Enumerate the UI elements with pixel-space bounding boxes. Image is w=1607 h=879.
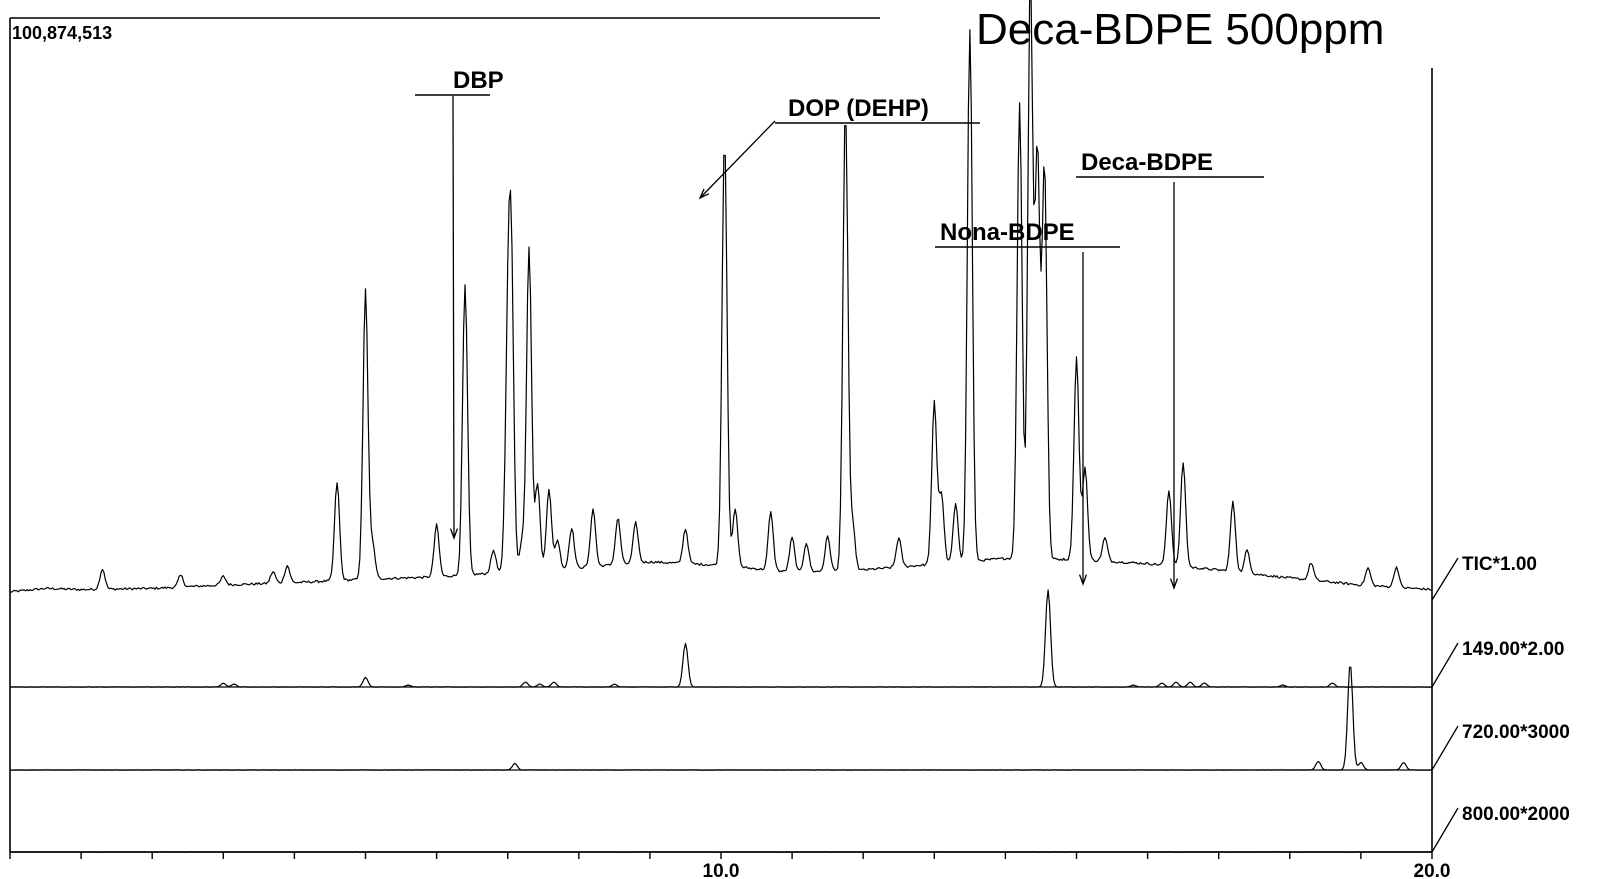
trace-label-connector-0 (1431, 557, 1459, 601)
annotation-arrowhead-1 (698, 188, 710, 200)
max-intensity-label: 100,874,513 (12, 23, 112, 43)
annotation-arrowhead-0 (449, 528, 459, 540)
trace-1 (10, 589, 1432, 688)
trace-label-connector-1 (1431, 642, 1459, 688)
annotation-label-1: DOP (DEHP) (788, 95, 929, 122)
annotation-leader-1 (699, 120, 776, 199)
trace-label-3: 800.00*2000 (1462, 804, 1570, 825)
annotation-label-3: Deca-BDPE (1081, 149, 1213, 176)
trace-label-connector-3 (1431, 807, 1459, 853)
chart-title: Deca-BDPE 500ppm (976, 5, 1384, 54)
trace-label-1: 149.00*2.00 (1462, 639, 1565, 660)
chromatogram-traces (9, 0, 1433, 853)
annotation-arrowhead-3 (1169, 578, 1179, 590)
x-tick-label-0: 10.0 (703, 861, 740, 879)
peak-annotations: DBP DOP (DEHP) Nona-BDPE Deca-BDPE (415, 67, 1264, 590)
annotation-label-2: Nona-BDPE (940, 219, 1075, 246)
x-axis-ticks (9, 852, 1433, 859)
trace-labels: TIC*1.00 149.00*2.00 720.00*3000 800.00*200… (1431, 554, 1570, 853)
x-tick-label-1: 20.0 (1414, 861, 1451, 879)
annotation-leader-0 (452, 95, 455, 539)
annotation-arrowhead-2 (1078, 574, 1088, 586)
trace-label-connector-2 (1431, 725, 1459, 771)
trace-label-2: 720.00*3000 (1462, 722, 1570, 743)
x-axis-tick-labels: 10.0 20.0 (703, 861, 1451, 879)
annotation-label-0: DBP (453, 67, 504, 94)
trace-label-0: TIC*1.00 (1462, 554, 1537, 575)
trace-0 (9, 0, 1433, 593)
